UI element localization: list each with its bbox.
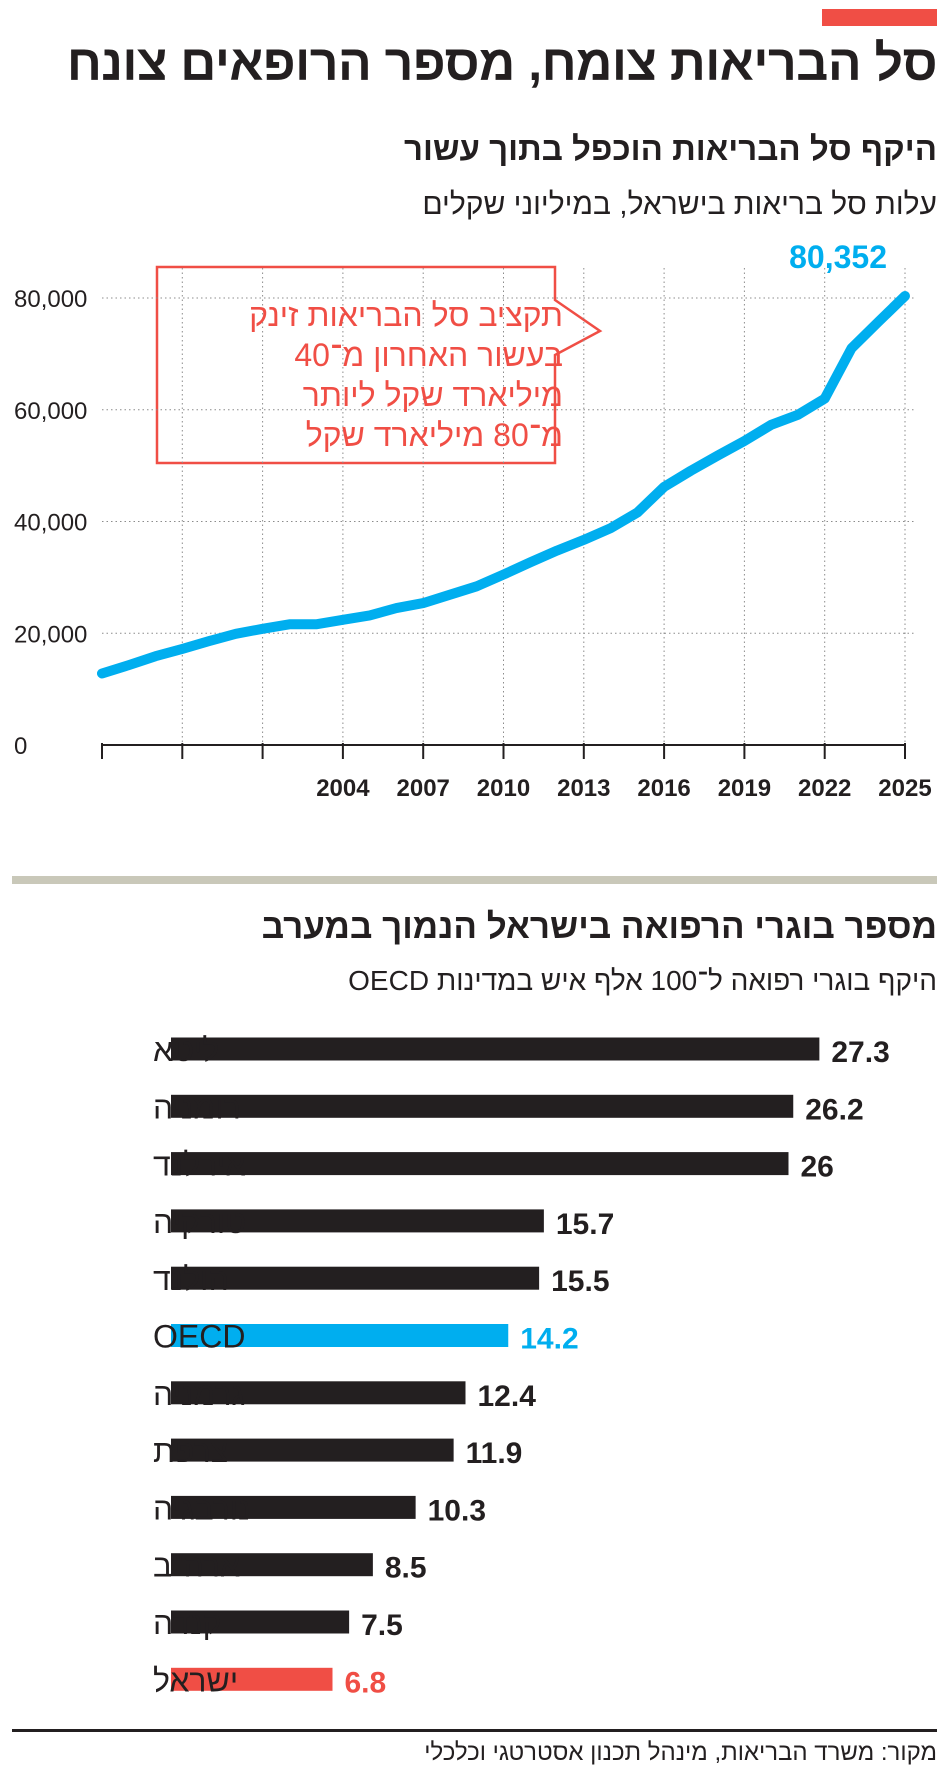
callout-line: מיליארד שקל ליותר xyxy=(302,377,563,413)
x-tick-label: 2013 xyxy=(557,775,610,802)
bar-category-label: טורקיה xyxy=(153,1204,246,1240)
bar xyxy=(171,1610,350,1634)
page-title: סל הבריאות צומח, מספר הרופאים צונח xyxy=(66,35,938,91)
bar xyxy=(171,1381,466,1405)
callout-line: מ־80 מיליארד שקל xyxy=(305,417,563,453)
bar-value-label: 26.2 xyxy=(805,1093,863,1126)
y-tick-label: 60,000 xyxy=(14,398,87,425)
bar-value-label: 11.9 xyxy=(466,1437,523,1470)
bar-category-label: אירלנד xyxy=(153,1147,246,1183)
bar xyxy=(171,1324,509,1347)
bar-category-label: ארה"ב xyxy=(153,1548,240,1584)
bar xyxy=(171,1495,416,1519)
bar-chart-title: מספר בוגרי הרפואה בישראל הנמוך במערב xyxy=(261,907,937,946)
bar-category-label: הולנד xyxy=(153,1261,229,1297)
bar-category-label: נורבגיה xyxy=(153,1490,251,1526)
bar-value-label: 14.2 xyxy=(520,1323,578,1356)
callout-box xyxy=(155,265,603,465)
x-tick-label: 2019 xyxy=(718,775,771,802)
bar-value-label: 10.3 xyxy=(428,1494,486,1527)
callout-text: תקציב סל הבריאות זינק בעשור האחרון מ־40 … xyxy=(163,295,563,455)
bar-value-label: 15.5 xyxy=(551,1265,609,1298)
footer-rule xyxy=(12,1729,937,1732)
bar-value-label: 26 xyxy=(801,1151,834,1184)
line-axes: 0 20,000 40,000 60,000 80,000 2004 2007 2010 201… xyxy=(14,286,932,802)
bar-category-label: גרמניה xyxy=(153,1376,245,1412)
end-value-label: 80,352 xyxy=(789,239,887,275)
bar xyxy=(171,1438,454,1462)
bar-category-label: צרפת xyxy=(153,1433,228,1469)
x-tick-label: 2007 xyxy=(397,775,450,802)
source-note: מקור: משרד הבריאות, מינהל תכנון אסטרטגי … xyxy=(424,1739,937,1766)
bar-category-label: קנדה xyxy=(153,1605,221,1641)
line-chart-title: היקף סל הבריאות הוכפל בתוך עשור xyxy=(403,130,937,167)
bar xyxy=(171,1667,333,1691)
bar xyxy=(171,1152,789,1176)
bar-value-label: 15.7 xyxy=(556,1208,614,1241)
bar-value-label: 8.5 xyxy=(385,1552,427,1585)
line-series xyxy=(97,291,910,679)
y-tick-label: 80,000 xyxy=(14,286,87,313)
x-tick-label: 2010 xyxy=(477,775,530,802)
bar-category-label: ליטא xyxy=(153,1032,219,1068)
bar-category-label: רומניה xyxy=(153,1089,241,1125)
bar-category-label: OECD xyxy=(153,1319,245,1355)
bar-category-label: ישראל xyxy=(153,1662,238,1698)
callout-line: בעשור האחרון מ־40 xyxy=(294,337,563,373)
y-tick-label: 0 xyxy=(14,733,27,760)
x-tick-label: 2016 xyxy=(637,775,690,802)
bar-value-label: 7.5 xyxy=(361,1609,403,1642)
bar-value-label: 12.4 xyxy=(478,1380,537,1413)
line-chart: 0 20,000 40,000 60,000 80,000 2004 2007 2010 201… xyxy=(14,239,932,802)
bar-value-label: 27.3 xyxy=(831,1036,889,1069)
accent-bar xyxy=(822,9,937,26)
line-chart-subtitle: עלות סל בריאות בישראל, במיליוני שקלים xyxy=(422,188,937,221)
bar-chart: 27.3 ליטא 26.2 רומניה 26 אירלנד 15.7 טורקיה 15.5… xyxy=(153,1032,890,1699)
bar xyxy=(171,1553,373,1577)
callout-line: תקציב סל הבריאות זינק xyxy=(249,297,563,333)
bar xyxy=(171,1037,820,1061)
x-tick-label: 2025 xyxy=(878,775,931,802)
x-tick-label: 2004 xyxy=(316,775,370,802)
section-divider xyxy=(12,876,937,884)
bar-value-label: 6.8 xyxy=(345,1666,387,1699)
bar xyxy=(171,1209,544,1233)
bar-chart-subtitle: היקף בוגרי רפואה ל־100 אלף איש במדינות O… xyxy=(348,965,937,996)
x-tick-label: 2022 xyxy=(798,775,851,802)
y-tick-label: 40,000 xyxy=(14,510,87,537)
bar xyxy=(171,1094,794,1118)
bar xyxy=(171,1266,540,1290)
y-tick-label: 20,000 xyxy=(14,621,87,648)
